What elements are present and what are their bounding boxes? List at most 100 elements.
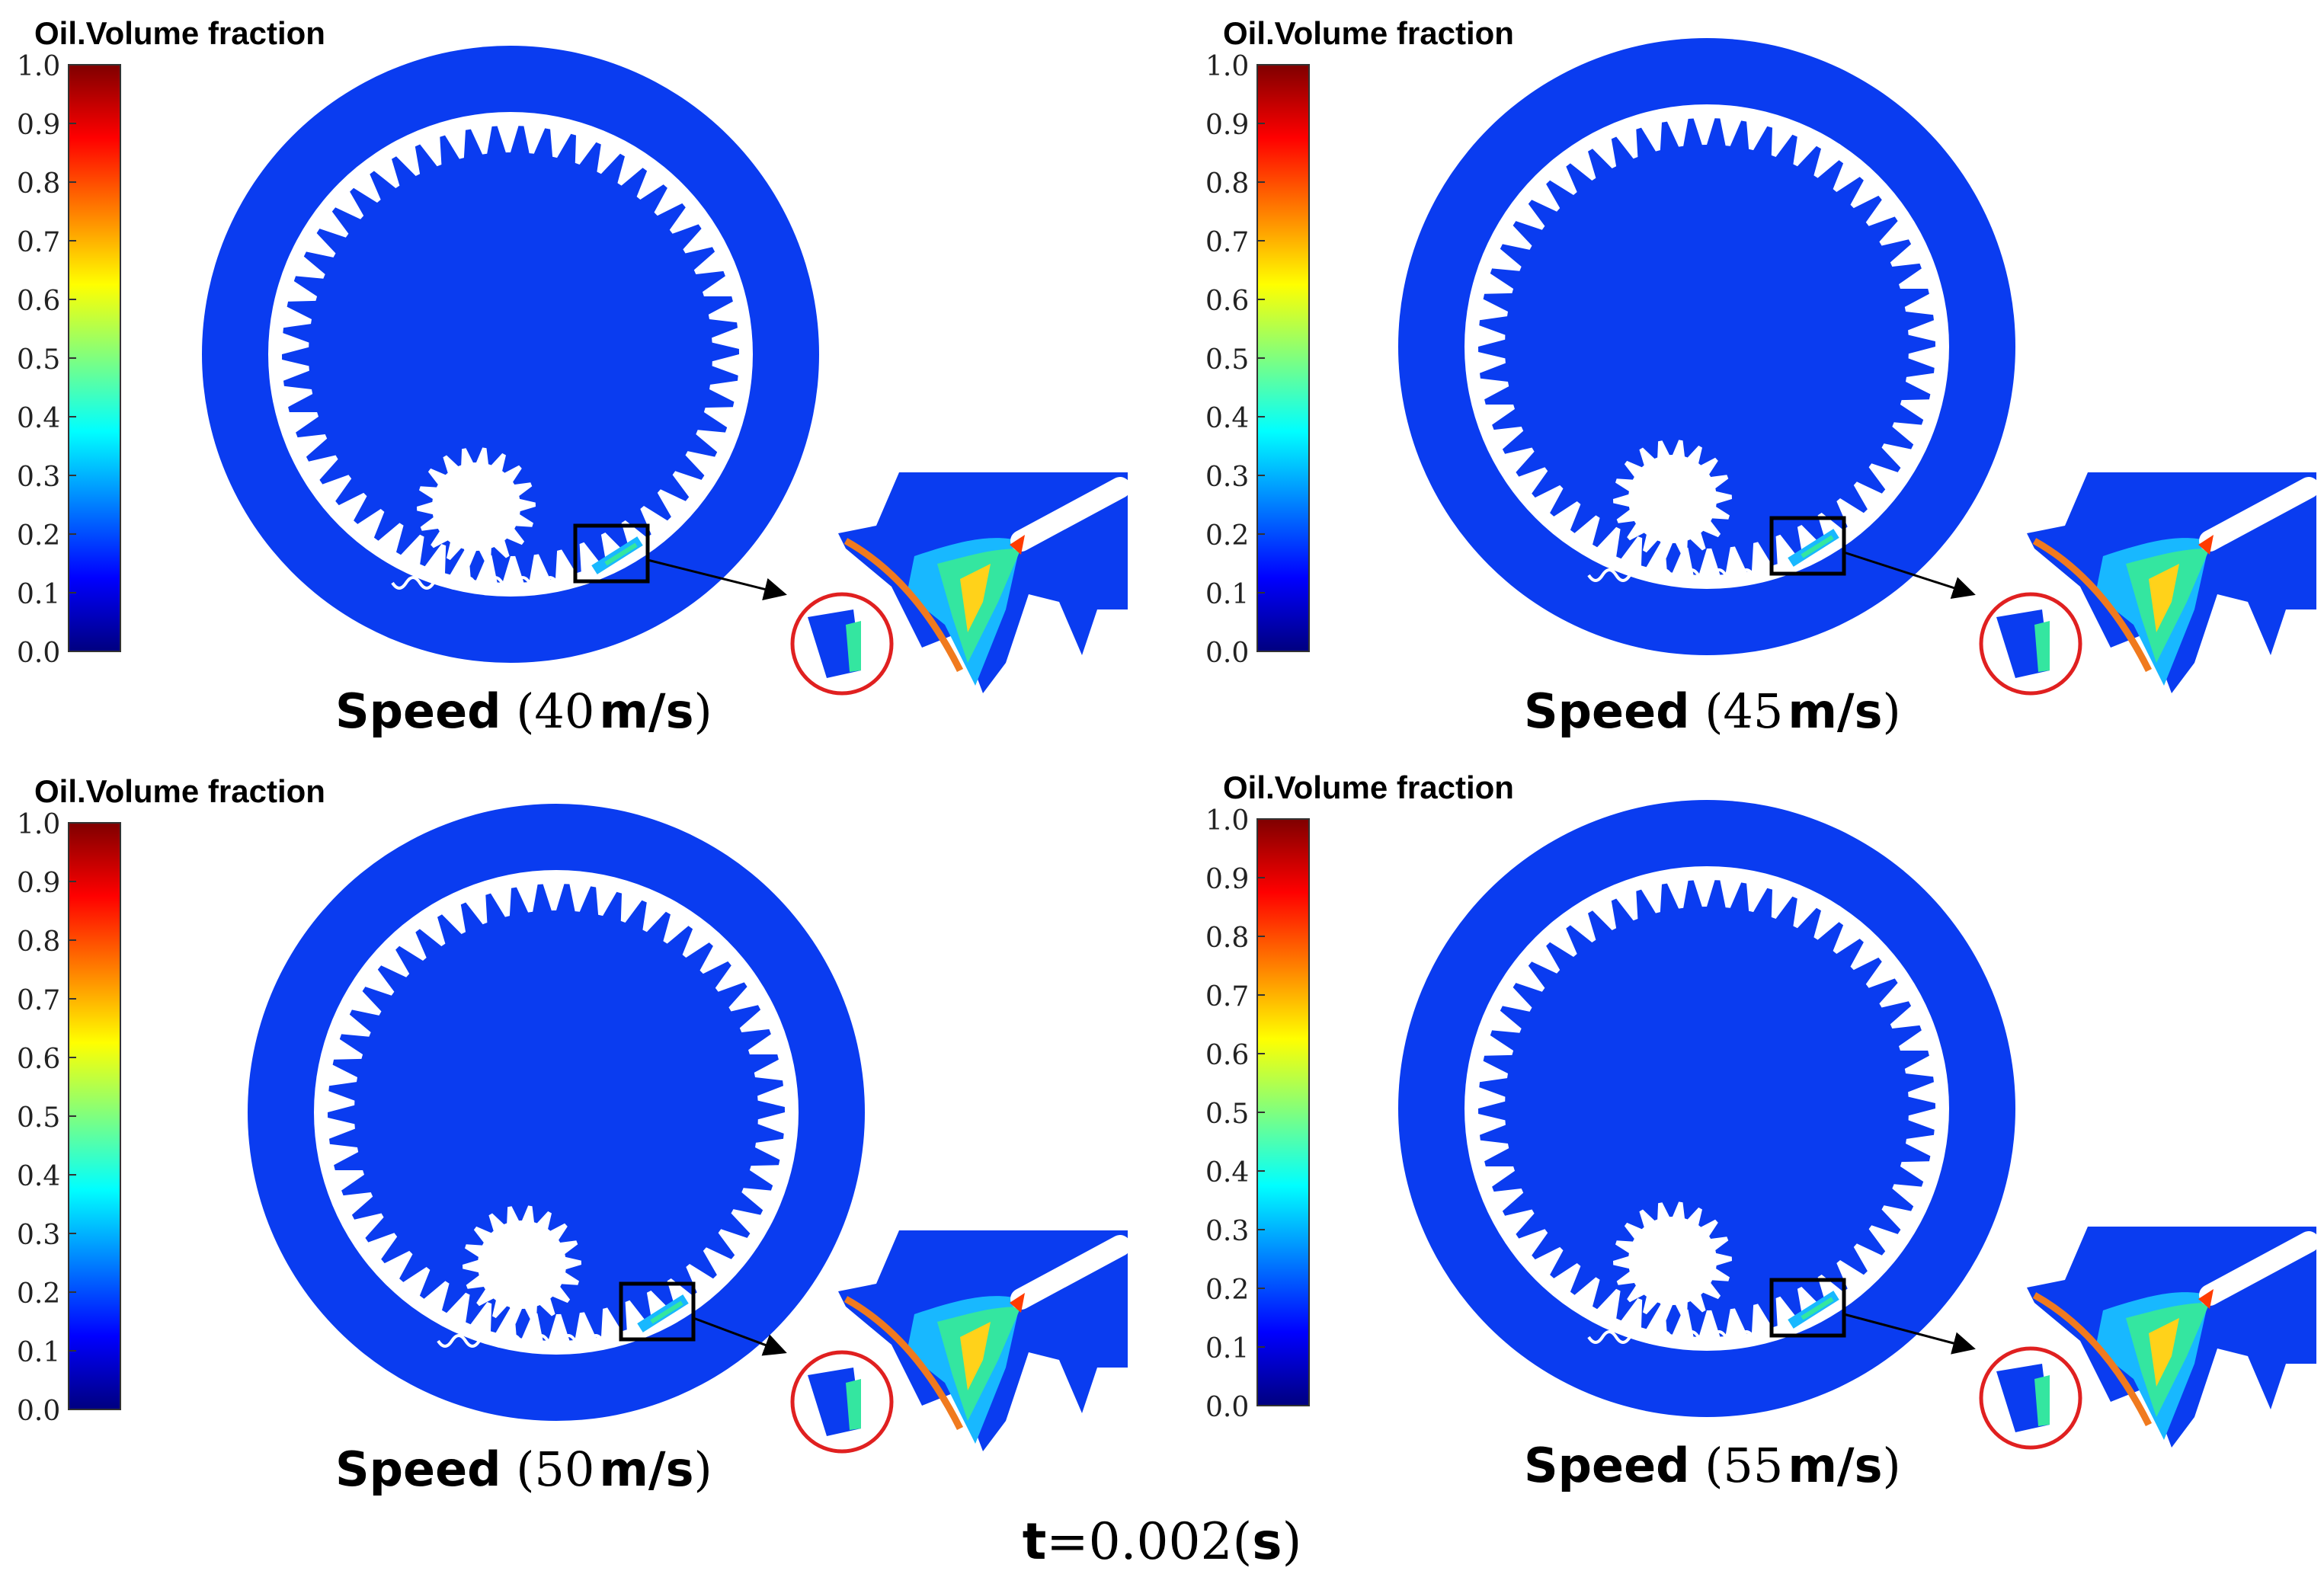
colorbar [68,64,121,652]
inset-jet-hot [2198,1289,2214,1309]
zoom-box [1769,1278,1846,1338]
time-unit: s [1252,1512,1282,1571]
colorbar-tick-label: 0.2 [1205,1275,1249,1306]
colorbar-tick-label: 0.7 [17,227,60,258]
speed-word: Speed [335,683,501,739]
inset-jet-warm [960,564,991,632]
colorbar-tick-label: 0.5 [17,344,60,376]
colorbar-tick-label: 0.7 [1205,981,1249,1013]
inset-gear-arc [843,538,964,673]
speed-label: Speed (55m/s) [1524,1438,1901,1493]
ring-gear-oil-region [328,884,785,1341]
highlight-circle [1979,592,2082,696]
colorbar-tick-label: 1.0 [17,809,60,840]
jet-core [650,1300,683,1324]
inset-gear-arc [2032,538,2153,673]
inset-gear-arc [843,1296,964,1431]
colorbar-title: Oil.Volume fraction [1223,15,1514,51]
inset-nozzle [2199,1231,2319,1306]
colorbar [1256,64,1310,652]
colorbar-tick-label: 0.5 [1205,1099,1249,1130]
speed-unit: m/s [1788,1438,1882,1493]
inset-droplet-edge [846,621,861,672]
colorbar-tick-label: 1.0 [17,51,60,82]
colorbar-tick-label: 0.1 [1205,1333,1249,1364]
colorbar-tick-label: 0.3 [1205,462,1249,493]
colorbar-title: Oil.Volume fraction [34,15,325,51]
inset-jet-warm [2149,564,2179,632]
time-caption: t=0.002(s) [1022,1512,1302,1571]
colorbar-tick-label: 0.7 [17,985,60,1016]
colorbar-tick-label: 0.6 [1205,1040,1249,1071]
speed-open-paren: ( [1690,683,1724,739]
colorbar-tick-label: 0.4 [1205,1157,1249,1189]
speed-unit: m/s [599,683,693,739]
colorbar [1256,818,1310,1406]
speed-close-paren: ) [1882,1438,1900,1493]
colorbar-tick-label: 0.1 [17,1337,60,1368]
colorbar-tick-label: 0.9 [17,110,60,141]
colorbar-tick-label: 0.5 [17,1102,60,1134]
zoom-arrow [647,558,787,601]
colorbar-tick-label: 0.3 [17,1220,60,1251]
zoom-inset [790,472,1131,696]
colorbar-tick-label: 0.3 [1205,1216,1249,1247]
colorbar-tick-label: 0.0 [17,1396,60,1427]
colorbar-tick-label: 0.2 [17,520,60,552]
zoom-arrow [693,1316,787,1356]
colorbar-tick-label: 0.9 [1205,110,1249,141]
colorbar-tick-label: 1.0 [1205,51,1249,82]
speed-value: 45 [1723,683,1783,739]
colorbar-tick-label: 0.4 [1205,403,1249,434]
speed-word: Speed [1524,1438,1690,1493]
speed-close-paren: ) [693,1441,712,1497]
inset-nozzle [1010,1235,1131,1310]
speed-close-paren: ) [1882,683,1900,739]
speed-close-paren: ) [693,683,712,739]
mesh-zone [1587,1330,1755,1344]
colorbar-tick-label: 0.9 [17,868,60,899]
colorbar-tick-label: 0.0 [1205,638,1249,669]
pinion-gear [463,1205,581,1324]
ring-gear-oil-region [282,126,739,583]
zoom-arrow [1843,551,1976,599]
inset-jet-warm [2149,1318,2179,1387]
mesh-zone [391,576,559,590]
pinion-gear [417,447,536,566]
colorbar-tick-label: 0.8 [17,926,60,958]
speed-label: Speed (40m/s) [335,683,712,739]
colorbar-tick-label: 0.5 [1205,344,1249,376]
inset-jet-hot [1010,1293,1025,1313]
inset-droplet-edge [2034,1375,2050,1426]
speed-open-paren: ( [501,683,535,739]
zoom-box [1769,516,1846,576]
jet-core [1801,1297,1834,1320]
colorbar-tick-label: 0.4 [17,1161,60,1192]
pinion-gear [1613,1201,1732,1320]
zoom-inset [1979,1227,2319,1450]
colorbar-tick-label: 0.8 [1205,923,1249,954]
zoom-arrow [1843,1313,1976,1355]
colorbar-tick-label: 0.7 [1205,227,1249,258]
colorbar-tick-label: 1.0 [1205,805,1249,837]
zoom-inset [790,1230,1131,1454]
inset-jet-hot [1010,535,1025,555]
highlight-circle [790,1350,894,1454]
speed-value: 50 [534,1441,594,1497]
colorbar-tick-label: 0.1 [17,579,60,610]
colorbar-tick-label: 0.2 [17,1278,60,1310]
speed-open-paren: ( [1690,1438,1724,1493]
inset-jet-hot [2198,535,2214,555]
mesh-zone [1587,568,1755,582]
colorbar-title: Oil.Volume fraction [1223,769,1514,805]
speed-unit: m/s [599,1441,693,1497]
speed-label: Speed (50m/s) [335,1441,712,1497]
zoom-inset [1979,472,2319,696]
inset-nozzle [2199,477,2319,552]
simulation-panels: Oil.Volume fraction1.00.90.80.70.60.50.4… [17,15,2319,1497]
colorbar-tick-label: 0.6 [17,1044,60,1075]
colorbar-tick-label: 0.6 [1205,286,1249,317]
